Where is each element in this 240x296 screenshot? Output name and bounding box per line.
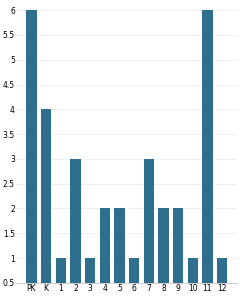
Bar: [100, 208, 110, 283]
Bar: [70, 159, 81, 283]
Bar: [173, 208, 183, 283]
Bar: [202, 10, 212, 283]
Bar: [114, 208, 125, 283]
Bar: [85, 258, 95, 283]
Bar: [158, 208, 168, 283]
Bar: [129, 258, 139, 283]
Bar: [188, 258, 198, 283]
Bar: [41, 109, 51, 283]
Bar: [56, 258, 66, 283]
Bar: [217, 258, 227, 283]
Bar: [26, 10, 36, 283]
Bar: [144, 159, 154, 283]
